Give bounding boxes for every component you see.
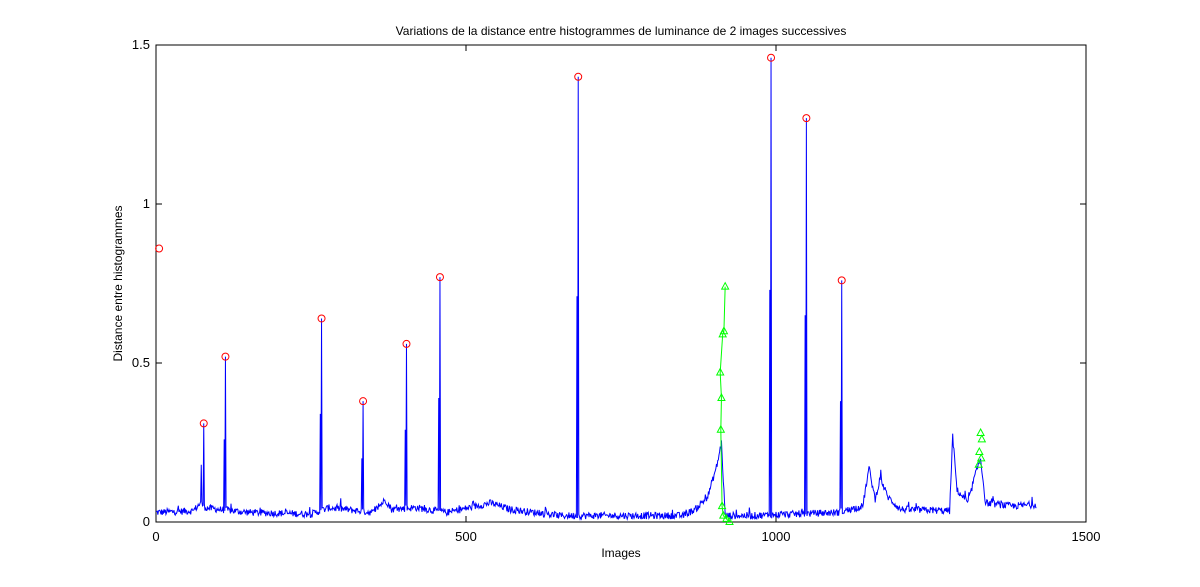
peak-marker <box>435 273 444 282</box>
gradual-marker <box>974 459 984 468</box>
gradual-marker <box>717 501 727 510</box>
y-tick-label: 1.5 <box>132 37 150 52</box>
series-line-signal <box>155 57 1037 521</box>
peak-marker <box>155 244 164 253</box>
x-tick-label: 500 <box>455 529 477 544</box>
gradual-marker <box>715 367 725 376</box>
y-tick-label: 0.5 <box>132 355 150 370</box>
plot-frame <box>155 44 1087 523</box>
peak-marker <box>574 72 583 81</box>
peak-marker <box>221 352 230 361</box>
x-tick-label: 0 <box>152 529 159 544</box>
chart-title: Variations de la distance entre histogra… <box>396 24 847 38</box>
x-axis-label: Images <box>601 546 640 560</box>
y-tick-label: 0 <box>143 514 150 529</box>
y-axis-label: Distance entre histogrammes <box>111 205 125 361</box>
peak-marker <box>199 419 208 428</box>
gradual-marker <box>720 281 730 290</box>
gradual-marker <box>725 516 734 525</box>
gradual-marker <box>716 424 726 433</box>
peak-marker <box>802 114 811 123</box>
axis-ticks: 0 500 1000 1500 0 0.5 1 1.5 <box>132 37 1101 544</box>
markers-layer <box>155 53 987 525</box>
series-layer <box>155 57 1037 521</box>
gradual-marker <box>977 434 987 443</box>
gradual-marker <box>975 446 984 456</box>
peak-marker <box>767 53 776 62</box>
peak-marker <box>837 276 846 285</box>
gradual-marker <box>718 510 728 519</box>
x-tick-label: 1000 <box>762 529 791 544</box>
y-tick-label: 1 <box>143 196 150 211</box>
gradual-marker <box>976 453 986 462</box>
gradual-marker <box>718 329 728 338</box>
gradual-marker <box>717 392 726 401</box>
plot-area <box>155 44 1087 523</box>
peak-marker <box>317 314 326 323</box>
gradual-marker <box>722 513 731 522</box>
peak-marker <box>402 339 411 348</box>
x-tick-label: 1500 <box>1072 529 1101 544</box>
peak-marker <box>359 397 368 406</box>
gradual-marker <box>976 427 985 436</box>
